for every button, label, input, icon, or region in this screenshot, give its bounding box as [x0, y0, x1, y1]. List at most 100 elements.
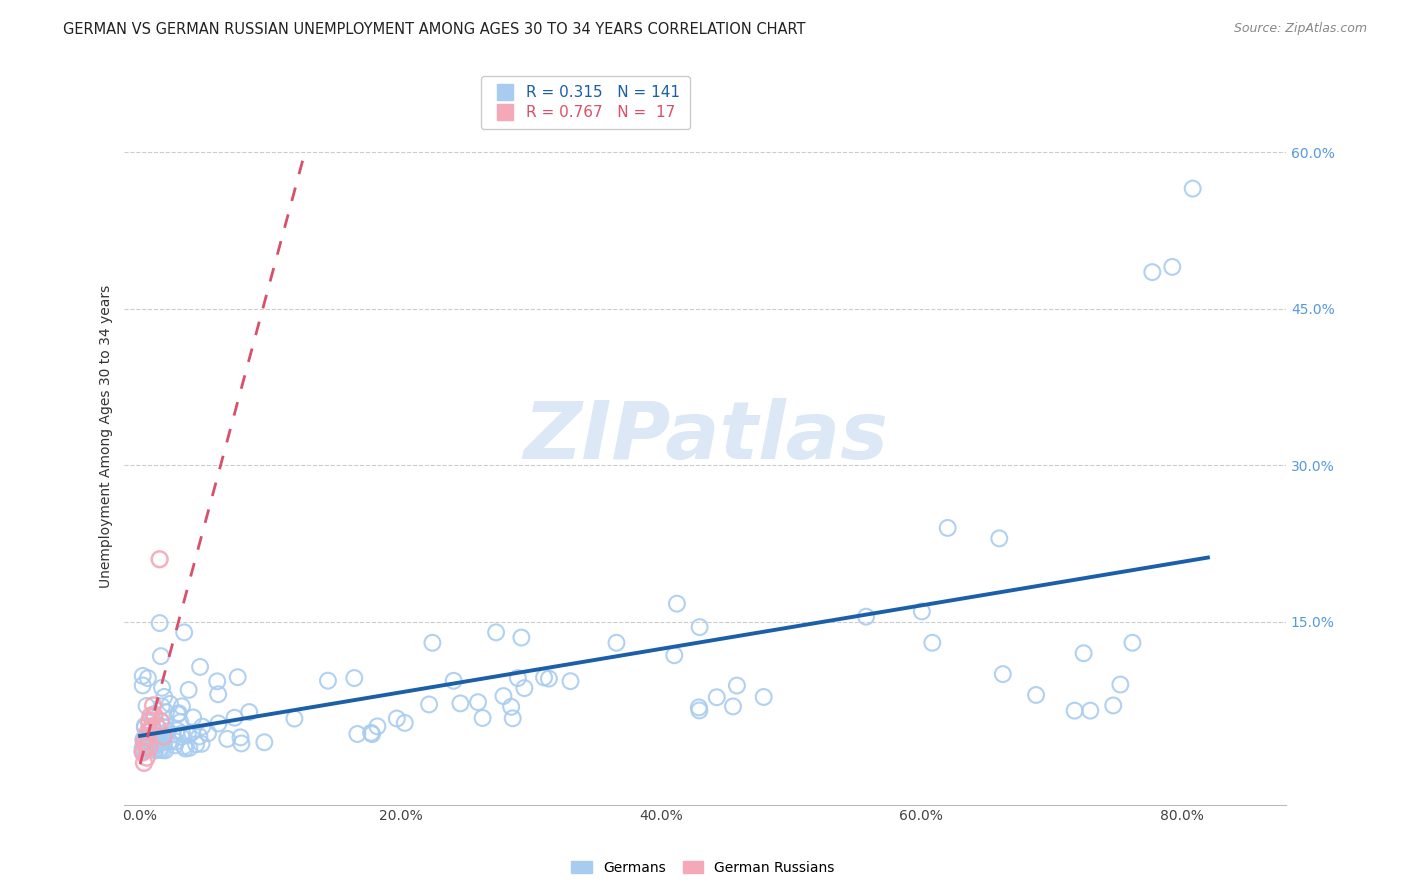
Point [148, 741, 170, 756]
Point [1161, 260, 1184, 274]
Point [145, 730, 167, 744]
Point [163, 739, 186, 753]
Point [177, 682, 200, 697]
Point [253, 735, 276, 749]
Point [664, 648, 686, 663]
Point [190, 737, 212, 751]
Point [513, 681, 536, 695]
Point [346, 727, 368, 741]
Point [316, 673, 339, 688]
Point [283, 712, 305, 726]
Point [361, 727, 384, 741]
Point [1025, 688, 1047, 702]
Point [131, 678, 153, 692]
Point [172, 726, 194, 740]
Text: ZIPatlas: ZIPatlas [523, 398, 887, 475]
Point [169, 715, 191, 730]
Point [706, 690, 728, 705]
Point [1078, 704, 1101, 718]
Point [501, 699, 523, 714]
Point [173, 739, 195, 754]
Point [179, 740, 201, 755]
Point [560, 674, 582, 689]
Point [231, 736, 253, 750]
Point [166, 707, 188, 722]
Point [135, 750, 157, 764]
Point [132, 732, 155, 747]
Point [155, 705, 177, 719]
Point [134, 740, 156, 755]
Point [181, 710, 204, 724]
Point [226, 670, 249, 684]
Point [131, 669, 153, 683]
Point [142, 698, 165, 713]
Point [138, 740, 160, 755]
Point [229, 731, 252, 745]
Point [173, 625, 195, 640]
Point [921, 636, 943, 650]
Point [138, 715, 160, 730]
Point [156, 724, 179, 739]
Point [207, 716, 229, 731]
Point [152, 743, 174, 757]
Point [471, 711, 494, 725]
Point [605, 636, 627, 650]
Point [134, 721, 156, 735]
Point [141, 739, 163, 754]
Point [131, 745, 153, 759]
Point [141, 721, 163, 735]
Point [238, 705, 260, 719]
Point [141, 734, 163, 748]
Point [224, 711, 246, 725]
Point [725, 679, 748, 693]
Point [131, 743, 153, 757]
Point [1181, 181, 1204, 195]
Point [506, 671, 529, 685]
Point [149, 649, 172, 664]
Point [135, 730, 157, 744]
Point [689, 620, 711, 634]
Point [149, 616, 172, 631]
Point [485, 625, 508, 640]
Point [191, 720, 214, 734]
Point [132, 735, 155, 749]
Point [170, 730, 193, 744]
Point [135, 738, 157, 752]
Point [360, 726, 382, 740]
Point [510, 631, 533, 645]
Text: Source: ZipAtlas.com: Source: ZipAtlas.com [1233, 22, 1367, 36]
Point [134, 719, 156, 733]
Point [1121, 636, 1143, 650]
Point [148, 737, 170, 751]
Point [135, 698, 157, 713]
Point [136, 741, 159, 756]
Point [492, 689, 515, 703]
Point [911, 604, 934, 618]
Point [449, 697, 471, 711]
Point [142, 739, 165, 753]
Y-axis label: Unemployment Among Ages 30 to 34 years: Unemployment Among Ages 30 to 34 years [100, 285, 114, 588]
Point [688, 703, 710, 717]
Point [422, 636, 444, 650]
Point [537, 672, 560, 686]
Point [149, 743, 172, 757]
Point [150, 699, 173, 714]
Point [148, 735, 170, 749]
Point [141, 720, 163, 734]
Point [146, 719, 169, 733]
Legend: Germans, German Russians: Germans, German Russians [565, 855, 841, 880]
Point [139, 740, 162, 755]
Point [502, 711, 524, 725]
Point [131, 746, 153, 760]
Point [217, 731, 239, 746]
Point [162, 727, 184, 741]
Point [721, 699, 744, 714]
Point [143, 709, 166, 723]
Point [166, 723, 188, 738]
Point [936, 521, 959, 535]
Point [418, 698, 440, 712]
Point [155, 743, 177, 757]
Point [132, 756, 155, 770]
Point [443, 673, 465, 688]
Point [665, 597, 688, 611]
